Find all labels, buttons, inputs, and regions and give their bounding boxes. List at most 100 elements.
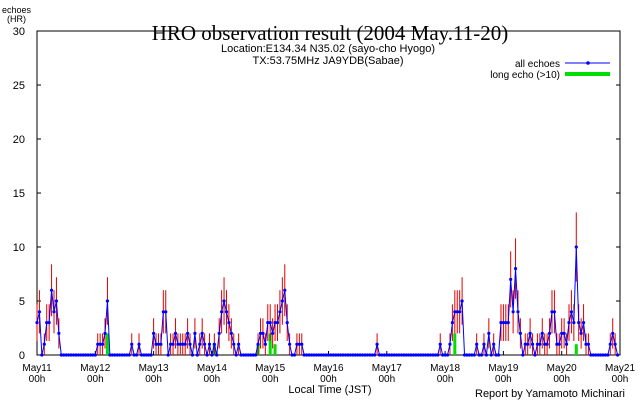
echo-point (122, 353, 127, 357)
echo-point (567, 321, 571, 325)
echo-point (173, 331, 178, 335)
echo-point (538, 342, 542, 346)
long-echo-bar (453, 333, 457, 355)
y-tick-label: 15 (13, 188, 25, 200)
echo-point (331, 353, 335, 357)
echo-point (302, 353, 306, 357)
x-tick-label: May16 00h (313, 363, 344, 385)
y-tick-label: 25 (13, 80, 25, 92)
echo-point (504, 321, 508, 325)
echo-point (66, 353, 71, 357)
echo-point (460, 299, 464, 303)
echo-point (552, 310, 557, 314)
echo-point (200, 331, 204, 335)
echo-point (251, 353, 255, 357)
echo-point (49, 288, 54, 292)
echo-point (535, 342, 540, 346)
echo-point (492, 342, 496, 346)
echo-point (96, 342, 100, 346)
echo-point (188, 342, 192, 346)
echo-point (356, 353, 360, 357)
chart-title: HRO observation result (2004 May.11-20) (152, 21, 509, 45)
echo-point (465, 353, 469, 357)
x-tick-label: May18 00h (430, 363, 461, 385)
x-axis-label: Local Time (JST) (288, 384, 371, 396)
echo-point (368, 353, 372, 357)
y-tick-label: 20 (13, 134, 25, 146)
echo-point (445, 353, 450, 357)
echo-point (57, 331, 61, 335)
long-echo-bar (574, 344, 578, 355)
echo-point (424, 353, 428, 357)
echo-point (280, 299, 284, 303)
echo-point (183, 342, 187, 346)
echo-point (530, 342, 535, 346)
y-tick-label: 30 (13, 26, 25, 38)
echo-point (261, 331, 265, 335)
x-tick-label: May19 00h (488, 363, 519, 385)
echo-point (239, 353, 243, 357)
echo-point (518, 331, 523, 335)
echo-point (309, 353, 314, 357)
y-tick-label: 5 (19, 296, 25, 308)
echo-point (411, 353, 416, 357)
echo-point (450, 321, 454, 325)
echo-point (108, 353, 112, 357)
echo-point (234, 353, 238, 357)
echo-point (195, 353, 199, 357)
echo-point (438, 342, 442, 346)
y-tick-label: 10 (13, 242, 25, 254)
echo-point (380, 353, 384, 357)
echo-point (91, 353, 95, 357)
echo-point (606, 353, 610, 357)
echo-point (453, 310, 457, 314)
x-tick-label: May21 00h (604, 363, 635, 385)
echo-point (207, 342, 212, 346)
echo-point (477, 353, 481, 357)
long-echo-bar (273, 344, 277, 355)
echo-point (81, 353, 85, 357)
echo-point (394, 353, 399, 357)
legend-label: all echoes (515, 59, 560, 70)
echo-point (47, 321, 51, 325)
echo-point (249, 353, 253, 357)
echo-point (564, 342, 569, 346)
echo-point (494, 353, 498, 357)
echo-point (489, 353, 493, 357)
echo-point (292, 353, 297, 357)
echo-point (254, 353, 258, 357)
echo-point (615, 353, 620, 357)
echo-point (88, 353, 93, 357)
echo-point (166, 353, 170, 357)
echo-point (244, 353, 248, 357)
echo-point (256, 342, 260, 346)
echo-point (76, 353, 80, 357)
echo-point (499, 321, 503, 325)
echo-point (45, 321, 49, 325)
echo-point (210, 353, 214, 357)
x-tick-label: May12 00h (80, 363, 111, 385)
echo-point (275, 321, 280, 325)
echo-point (458, 310, 462, 314)
echo-point (285, 321, 289, 325)
echo-point (363, 353, 367, 357)
echo-point (392, 353, 396, 357)
echo-point (113, 353, 117, 357)
echo-point (343, 353, 348, 357)
echo-point (584, 342, 588, 346)
echo-point (205, 353, 209, 357)
echo-point (365, 353, 369, 357)
echo-point (560, 331, 564, 335)
long-echo-bar (105, 333, 109, 355)
echo-point (246, 353, 250, 357)
echo-point (586, 342, 591, 346)
echo-point (83, 353, 88, 357)
echo-point (164, 310, 168, 314)
echo-point (348, 353, 352, 357)
echo-point (312, 353, 316, 357)
echo-point (215, 353, 219, 357)
x-tick-label: May11 00h (22, 363, 52, 385)
echo-point (305, 353, 309, 357)
echo-point (100, 342, 105, 346)
